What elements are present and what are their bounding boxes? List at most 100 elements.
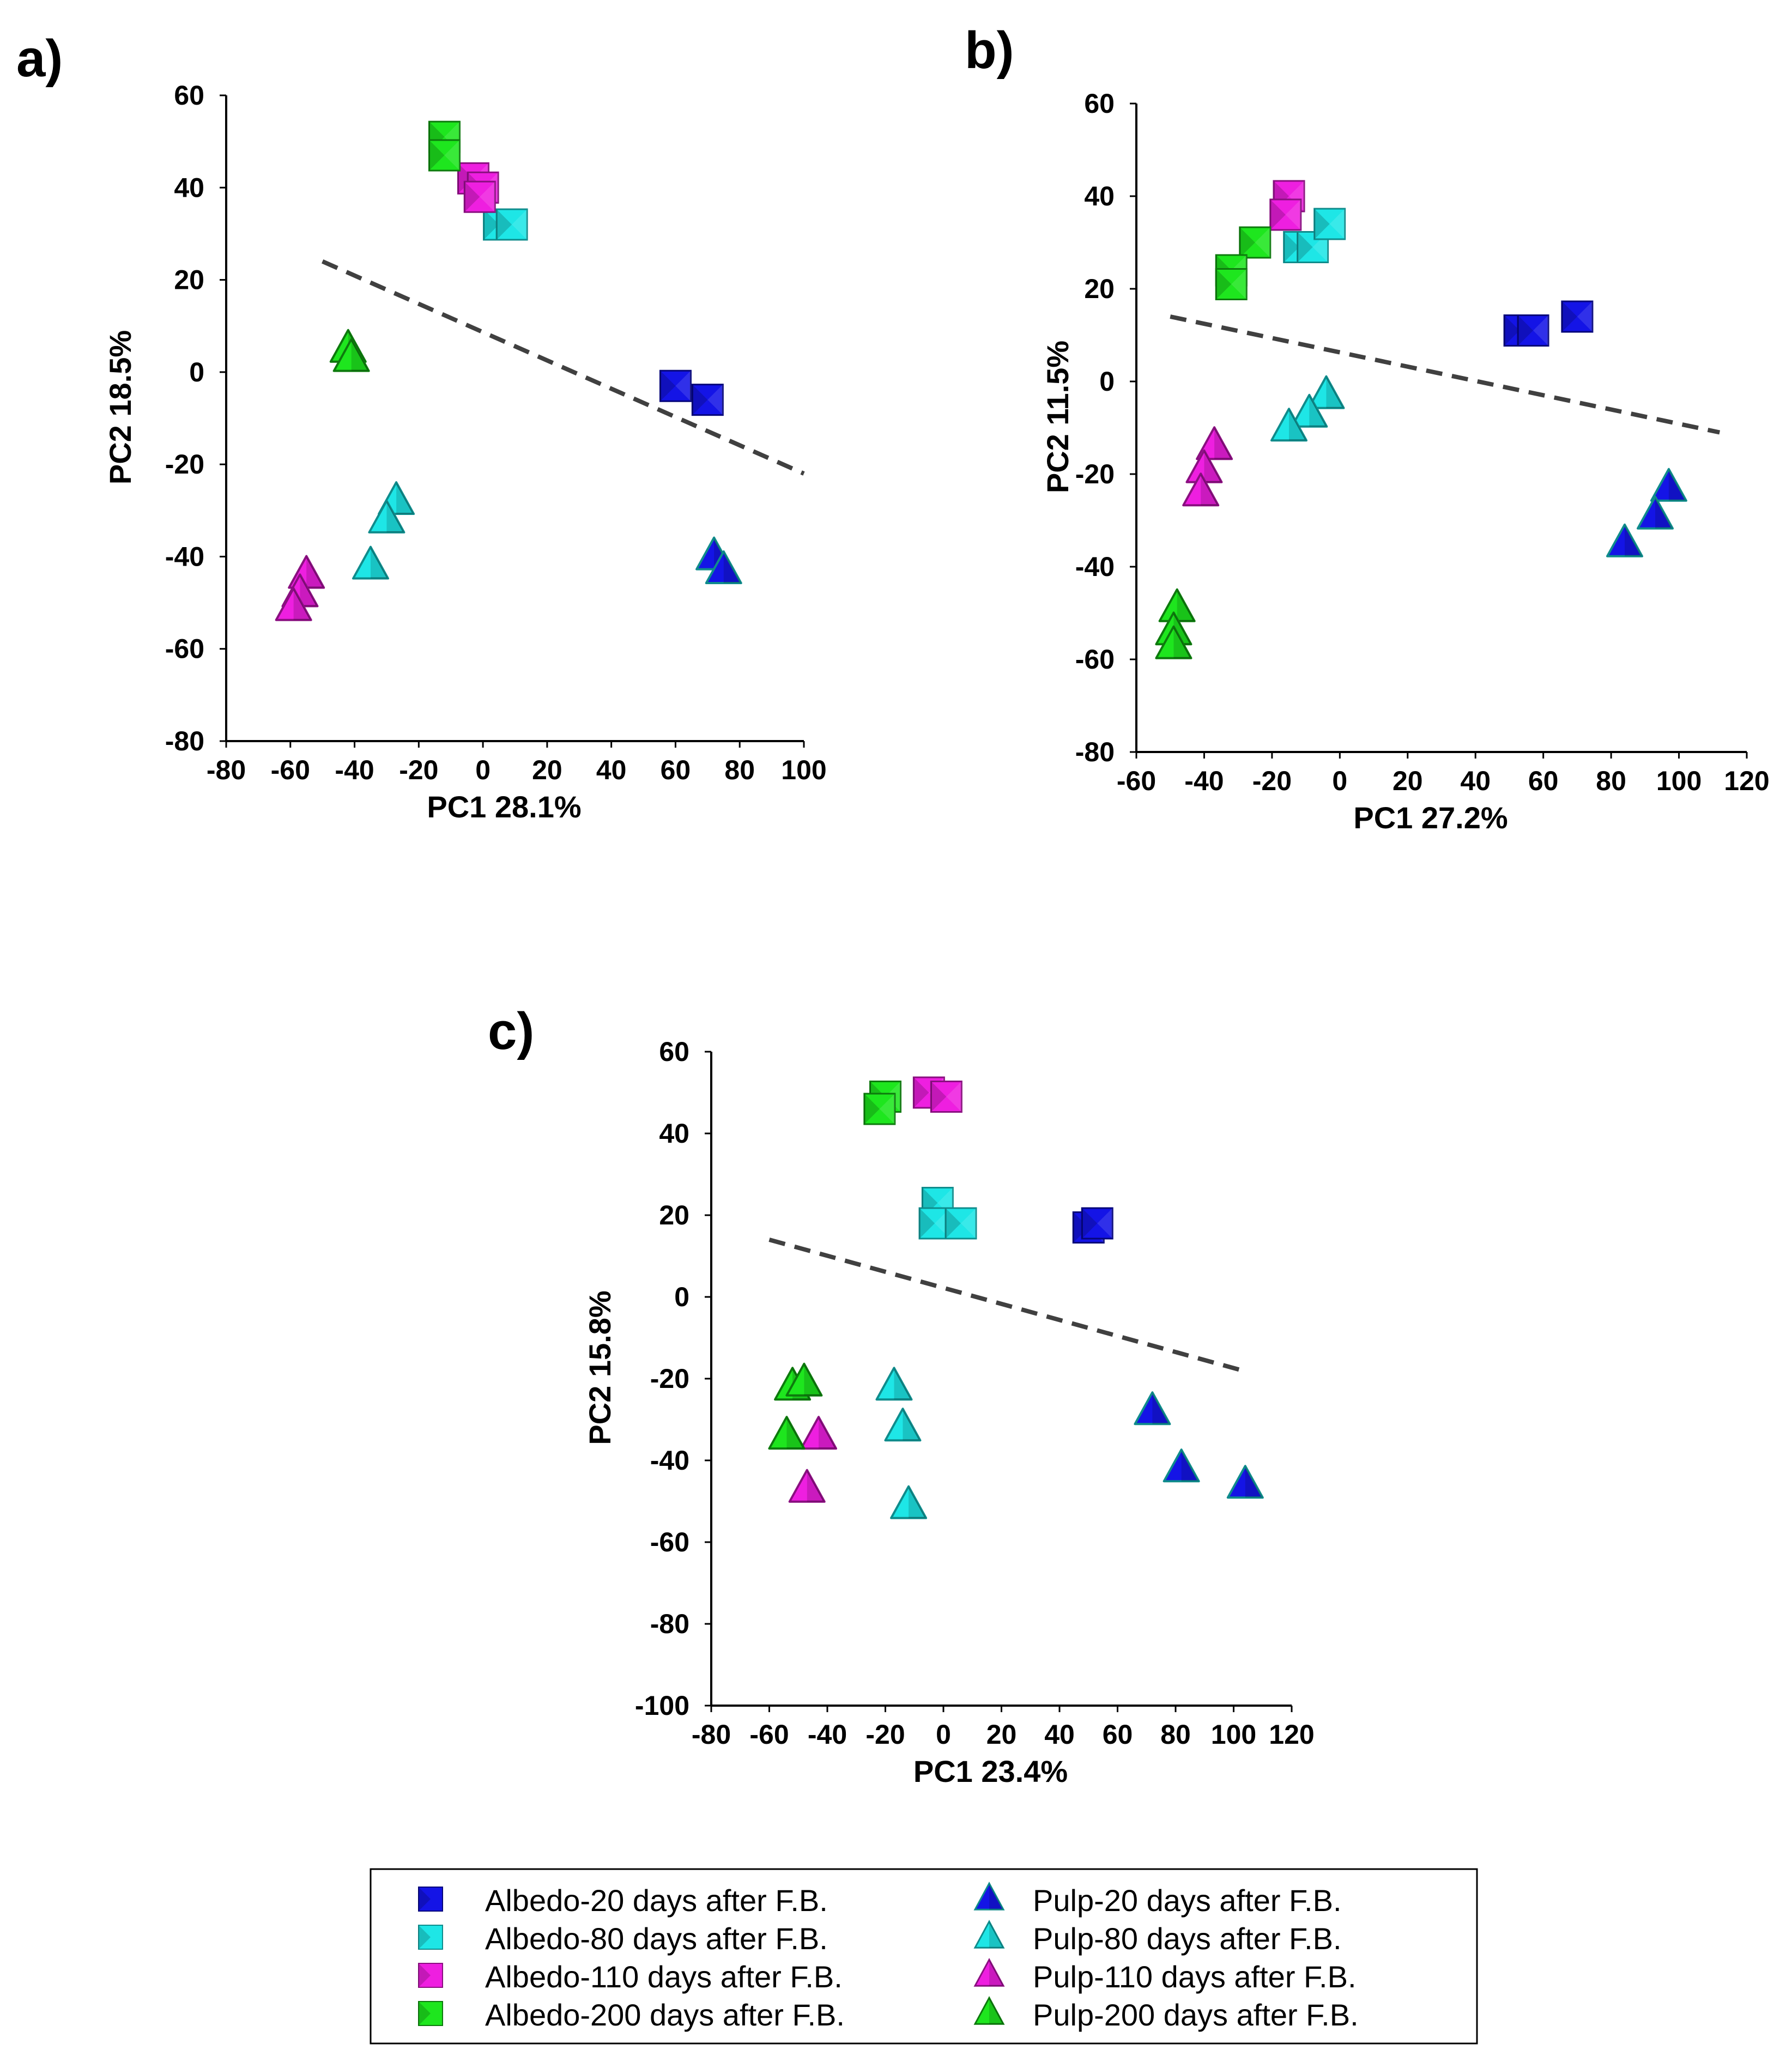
data-point-a200 xyxy=(1239,226,1272,259)
legend-box xyxy=(370,1868,1478,2045)
data-point-a200-shade xyxy=(864,1094,880,1124)
data-point-p110-shade xyxy=(1214,427,1232,459)
data-point-p110-shade xyxy=(807,1470,825,1502)
y-tick-label: -80 xyxy=(650,1609,689,1639)
data-point-p200-body xyxy=(1155,625,1192,659)
x-tick-label: 20 xyxy=(532,755,562,785)
y-tick-label: 0 xyxy=(189,357,204,387)
legend-marker-shade xyxy=(419,1963,431,1987)
separator-dashed-line xyxy=(322,259,805,476)
data-point-a200 xyxy=(863,1093,896,1125)
data-point-a110-shade xyxy=(458,163,474,194)
data-point-p110 xyxy=(788,1469,826,1503)
series-p20 xyxy=(1606,468,1687,557)
x-tick-label: 120 xyxy=(1269,1719,1314,1750)
data-point-a110 xyxy=(930,1081,962,1113)
x-tick-label: 60 xyxy=(1528,766,1559,796)
data-point-a110-body xyxy=(930,1081,962,1113)
data-point-a20-highlight xyxy=(675,371,691,402)
data-point-p20 xyxy=(1650,468,1687,502)
data-point-p20-body xyxy=(705,550,742,585)
x-tick-label: 40 xyxy=(1460,766,1491,796)
series-p110 xyxy=(275,555,325,621)
data-point-p20-shade xyxy=(1152,1392,1170,1424)
data-point-p80 xyxy=(890,1485,928,1519)
legend-marker-shade xyxy=(989,1921,1003,1948)
data-point-p80 xyxy=(1307,375,1345,409)
legend-item-a200: Albedo-200 days after F.B. xyxy=(418,1998,845,2032)
series-p80 xyxy=(875,1367,928,1519)
separator-dashed-line xyxy=(1170,314,1721,435)
x-tick-label: 60 xyxy=(661,755,691,785)
legend-item-p80: Pulp-80 days after F.B. xyxy=(973,1920,1342,1956)
data-point-a20-body xyxy=(1081,1207,1113,1240)
legend-label: Pulp-110 days after F.B. xyxy=(1033,1960,1357,1994)
data-point-p200-shade xyxy=(351,339,369,371)
series-a110 xyxy=(457,162,499,213)
data-point-p20 xyxy=(1226,1465,1264,1499)
data-point-p20-body xyxy=(1650,468,1687,502)
data-point-a200 xyxy=(428,139,461,172)
y-tick-label: 40 xyxy=(174,172,204,203)
data-point-a80-body xyxy=(1313,208,1346,240)
data-point-a20-shade xyxy=(1082,1208,1098,1239)
data-point-p200-body xyxy=(332,338,370,372)
data-point-p80-body xyxy=(1307,375,1345,409)
x-tick-label: 0 xyxy=(1332,766,1347,796)
legend-marker-shade xyxy=(989,1960,1003,1986)
legend: Albedo-20 days after F.B.Albedo-80 days … xyxy=(370,1868,1478,2045)
data-point-a110-highlight xyxy=(1285,199,1301,230)
data-point-p80-shade xyxy=(396,482,414,514)
data-point-p20-body xyxy=(1637,495,1674,530)
legend-item-a110: Albedo-110 days after F.B. xyxy=(418,1960,843,1994)
legend-marker xyxy=(973,1996,1005,2025)
x-tick-label: -20 xyxy=(1252,766,1292,796)
data-point-p110-body xyxy=(275,587,312,621)
x-tick-label: -60 xyxy=(749,1719,789,1750)
data-point-a80-shade xyxy=(1297,232,1313,263)
series-p200 xyxy=(1155,588,1196,659)
y-tick-label: -80 xyxy=(1075,737,1115,767)
data-point-a20-shade xyxy=(660,371,676,402)
y-tick-label: -40 xyxy=(165,541,204,572)
data-point-p20-body xyxy=(1134,1391,1171,1426)
data-point-a80-shade xyxy=(945,1208,961,1239)
data-point-a20-highlight xyxy=(707,384,723,415)
data-point-a200-body xyxy=(1215,268,1248,300)
data-point-p80-shade xyxy=(1309,395,1327,427)
data-point-p80 xyxy=(884,1408,922,1442)
x-tick-label: 40 xyxy=(1044,1719,1075,1750)
y-tick-label: -40 xyxy=(650,1445,689,1476)
data-point-p80-body xyxy=(884,1408,922,1442)
data-point-a110 xyxy=(1269,198,1302,231)
data-point-p80-shade xyxy=(1289,409,1306,441)
data-point-p20-body xyxy=(1163,1448,1200,1483)
x-tick-label: -20 xyxy=(865,1719,905,1750)
data-point-p200 xyxy=(1155,625,1192,659)
x-tick-label: -80 xyxy=(692,1719,731,1750)
data-point-p110 xyxy=(1182,472,1220,507)
data-point-p110-shade xyxy=(1201,474,1219,506)
data-point-p20 xyxy=(1606,523,1643,557)
series-p20 xyxy=(1134,1391,1264,1499)
series-p200 xyxy=(768,1362,823,1450)
data-point-a20-highlight xyxy=(1533,315,1548,346)
data-point-p200-shade xyxy=(1173,626,1191,658)
data-point-p110-shade xyxy=(819,1417,837,1449)
legend-marker xyxy=(418,1963,443,1988)
data-point-a80-highlight xyxy=(1329,209,1345,239)
data-point-a80-body xyxy=(495,208,528,241)
legend-marker-shade xyxy=(419,1887,431,1911)
data-point-a110-shade xyxy=(464,181,480,213)
series-a200 xyxy=(428,120,461,172)
series-p110 xyxy=(1182,426,1233,507)
legend-label: Albedo-20 days after F.B. xyxy=(485,1883,828,1918)
y-tick-label: 0 xyxy=(1099,366,1115,397)
chart-panel-a: a) -80 -60 -40 -20 0 20 40 60 -80 -60 -40 -20 0 20 40 60… xyxy=(16,29,827,824)
x-tick-label: 100 xyxy=(1656,766,1702,796)
data-point-p80-shade xyxy=(894,1368,912,1400)
y-tick-label: 60 xyxy=(659,1036,689,1067)
data-point-p110-body xyxy=(1182,472,1220,507)
